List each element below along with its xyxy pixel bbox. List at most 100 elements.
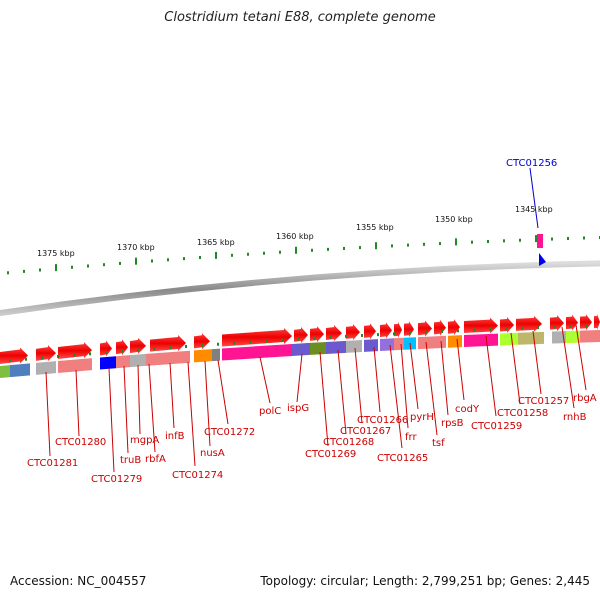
category-block (212, 348, 220, 362)
lower-tick (153, 347, 155, 351)
callout-ctc01267[interactable]: CTC01267 (340, 347, 391, 437)
ruler-tick (23, 269, 25, 273)
callout-ctc01268[interactable]: CTC01268 (323, 349, 374, 448)
gene-label[interactable]: rnhB (563, 412, 587, 423)
callout-rbga[interactable]: rbgA (573, 324, 597, 404)
highlighted-gene-marker[interactable]: CTC01256 (506, 158, 557, 266)
callout-frr[interactable]: frr (400, 343, 417, 443)
gene-label[interactable]: CTC01265 (377, 453, 428, 464)
gene-label[interactable]: CTC01257 (518, 396, 569, 407)
ruler-tick (535, 235, 537, 243)
callout-ctc01258[interactable]: CTC01258 (497, 332, 548, 419)
gene-label[interactable]: tsf (432, 438, 445, 449)
category-block (0, 365, 10, 379)
ruler-tick (103, 263, 105, 267)
ruler-tick (503, 239, 505, 243)
gene-label[interactable]: CTC01266 (357, 415, 408, 426)
gene-label[interactable]: CTC01258 (497, 408, 548, 419)
gene-label[interactable]: ispG (287, 403, 309, 414)
gene-label[interactable]: rbgA (573, 393, 597, 404)
gene-label[interactable]: CTC01281 (27, 458, 78, 469)
gene-label[interactable]: CTC01269 (305, 449, 356, 460)
ruler-tick (183, 257, 185, 261)
category-block (100, 356, 116, 370)
callout-infb[interactable]: infB (165, 362, 185, 442)
gene-label[interactable]: infB (165, 431, 185, 442)
callout-ctc01274[interactable]: CTC01274 (172, 361, 223, 481)
ruler-label-1370: 1370 kbp (117, 243, 155, 252)
gene-label[interactable]: truB (120, 455, 141, 466)
callout-rbfa[interactable]: rbfA (145, 363, 166, 465)
callout-ctc01259[interactable]: CTC01259 (471, 335, 522, 432)
category-block (292, 342, 310, 356)
lower-tick (281, 338, 283, 342)
callout-polc[interactable]: polC (259, 356, 281, 417)
category-block (580, 330, 600, 343)
ruler-tick (87, 264, 89, 268)
ruler-tick (423, 242, 425, 246)
callout-ctc01279[interactable]: CTC01279 (91, 367, 142, 485)
gene-arrow (100, 340, 112, 357)
callout-ctc01265[interactable]: CTC01265 (377, 344, 428, 464)
category-block (222, 343, 292, 361)
ruler-tick (119, 261, 121, 265)
gene-label[interactable]: CTC01267 (340, 426, 391, 437)
category-block (10, 363, 30, 378)
callout-rpsb[interactable]: rpsB (440, 340, 464, 429)
ruler-tick (439, 242, 441, 246)
ruler-labels: 1375 kbp 1370 kbp 1365 kbp 1360 kbp 1355… (37, 205, 553, 258)
callout-rnhb[interactable]: rnhB (561, 326, 587, 423)
lower-ticks (9, 324, 587, 363)
gene-arrow (364, 323, 376, 340)
ruler-tick (551, 237, 553, 241)
ruler-tick (135, 257, 137, 265)
gene-label[interactable]: CTC01272 (204, 427, 255, 438)
gene-label[interactable]: nusA (200, 448, 225, 459)
callout-mgpa[interactable]: mgpA (130, 364, 159, 446)
lower-tick (569, 324, 571, 328)
callout-ctc01266[interactable]: CTC01266 (357, 346, 408, 426)
ruler-tick (375, 242, 377, 250)
callout-ctc01257[interactable]: CTC01257 (518, 330, 569, 407)
gene-label[interactable]: mgpA (130, 435, 159, 446)
gene-label[interactable]: frr (405, 432, 417, 443)
callout-nusa[interactable]: nusA (200, 360, 225, 459)
gene-label[interactable]: CTC01279 (91, 474, 142, 485)
ruler-tick (567, 237, 569, 241)
ruler-tick (215, 251, 217, 259)
gene-label[interactable]: CTC01259 (471, 421, 522, 432)
category-block (130, 353, 146, 368)
callout-cody[interactable]: codY (455, 338, 480, 415)
gene-arrow (580, 314, 592, 331)
lower-tick (457, 329, 459, 333)
gene-label[interactable]: CTC01274 (172, 470, 223, 481)
gene-arrow (394, 321, 402, 338)
callout-trub[interactable]: truB (120, 365, 141, 466)
lower-tick (393, 332, 395, 336)
ruler-label-1375: 1375 kbp (37, 249, 75, 258)
gene-label[interactable]: rbfA (145, 454, 166, 465)
category-block (500, 332, 518, 346)
gene-label[interactable]: polC (259, 406, 281, 417)
callout-ispg[interactable]: ispG (287, 353, 309, 414)
ruler-tick (343, 246, 345, 250)
callout-tsf[interactable]: tsf (425, 341, 445, 449)
callout-ctc01272[interactable]: CTC01272 (204, 359, 255, 438)
callout-ctc01280[interactable]: CTC01280 (55, 369, 106, 448)
callout-ctc01269[interactable]: CTC01269 (305, 351, 356, 460)
gene-label[interactable]: codY (455, 404, 480, 415)
lower-tick (25, 357, 27, 361)
gene-label[interactable]: rpsB (441, 418, 464, 429)
gene-label[interactable]: CTC01268 (323, 437, 374, 448)
lower-tick (57, 354, 59, 358)
gene-label[interactable]: pyrH (410, 412, 434, 423)
lower-tick (169, 346, 171, 350)
ruler-tick (407, 243, 409, 247)
callout-pyrh[interactable]: pyrH (409, 342, 434, 423)
ruler-tick (359, 246, 361, 250)
callout-ctc01281[interactable]: CTC01281 (27, 371, 78, 469)
ruler-tick (311, 248, 313, 252)
gene-label[interactable]: CTC01280 (55, 437, 106, 448)
highlighted-gene-label[interactable]: CTC01256 (506, 158, 557, 169)
lower-tick (473, 328, 475, 332)
